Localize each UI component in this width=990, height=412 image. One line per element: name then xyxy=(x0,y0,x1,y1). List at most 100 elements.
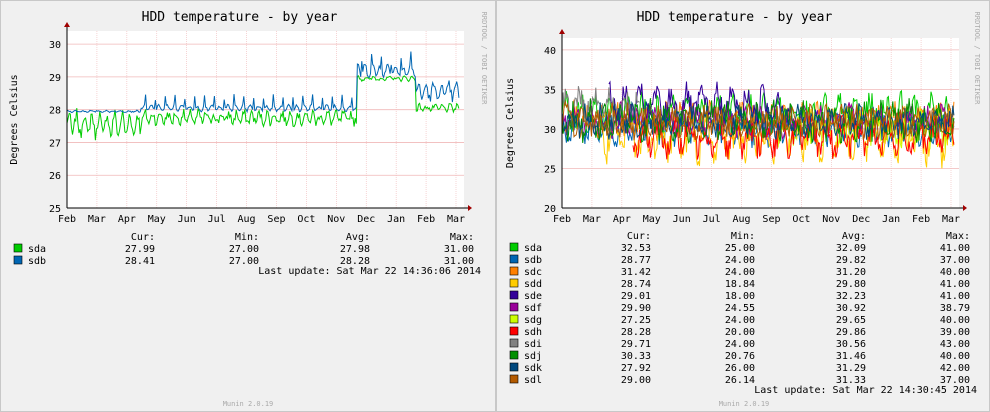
legend-swatch-sdl xyxy=(509,374,519,384)
x-tick-label: Oct xyxy=(297,214,315,225)
legend-max-value: 40.00 xyxy=(940,315,970,326)
legend-cur-value: 28.41 xyxy=(125,256,155,267)
legend-cur-value: 28.74 xyxy=(621,279,651,290)
legend-avg-value: 29.82 xyxy=(836,255,866,266)
legend-swatch-sdf xyxy=(509,302,519,312)
x-tick-label: Mar xyxy=(942,214,960,225)
y-tick-label: 40 xyxy=(544,46,556,57)
legend-max-value: 43.00 xyxy=(940,339,970,350)
legend-swatch-sda xyxy=(509,242,519,252)
x-tick-label: Apr xyxy=(118,214,136,225)
x-tick-label: May xyxy=(148,214,166,225)
legend-avg-value: 31.29 xyxy=(836,363,866,374)
legend-swatch-sdg xyxy=(509,314,519,324)
legend-header-max: Max: xyxy=(450,232,474,243)
legend-swatch-sdk xyxy=(509,362,519,372)
y-tick-label: 20 xyxy=(544,204,556,215)
y-tick-label: 30 xyxy=(544,125,556,136)
legend-avg-value: 31.46 xyxy=(836,351,866,362)
x-tick-label: Jun xyxy=(178,214,196,225)
legend-avg-value: 31.20 xyxy=(836,267,866,278)
series-line-sdl xyxy=(561,99,955,141)
legend-header-avg: Avg: xyxy=(346,232,370,243)
legend-avg-value: 29.80 xyxy=(836,279,866,290)
legend-max-value: 37.00 xyxy=(940,255,970,266)
legend-cur-value: 31.42 xyxy=(621,267,651,278)
legend-min-value: 18.84 xyxy=(725,279,755,290)
x-tick-label: Nov xyxy=(327,214,345,225)
legend-series-name: sda xyxy=(28,244,46,255)
x-tick-label: May xyxy=(643,214,661,225)
legend-max-value: 40.00 xyxy=(940,351,970,362)
legend-min-value: 27.00 xyxy=(229,244,259,255)
legend-max-value: 31.00 xyxy=(444,256,474,267)
x-tick-label: Nov xyxy=(822,214,840,225)
legend-header-min: Min: xyxy=(731,231,755,242)
x-tick-label: Apr xyxy=(613,214,631,225)
legend-max-value: 41.00 xyxy=(940,279,970,290)
legend-swatch-sdb xyxy=(13,255,23,265)
legend-max-value: 42.00 xyxy=(940,363,970,374)
chart-title: HDD temperature - by year xyxy=(142,10,338,25)
last-update: Last update: Sat Mar 22 14:36:06 2014 xyxy=(258,266,481,277)
legend-series-name: sdf xyxy=(524,303,542,314)
legend-cur-value: 29.71 xyxy=(621,339,651,350)
legend-avg-value: 31.33 xyxy=(836,375,866,386)
series-line-sdb xyxy=(66,51,460,114)
legend-series-name: sda xyxy=(524,243,542,254)
x-tick-label: Jul xyxy=(703,214,721,225)
legend-min-value: 27.00 xyxy=(229,256,259,267)
legend-cur-value: 28.77 xyxy=(621,255,651,266)
legend-series-name: sdd xyxy=(524,279,542,290)
legend-max-value: 39.00 xyxy=(940,327,970,338)
legend-cur-value: 28.28 xyxy=(621,327,651,338)
legend-max-value: 37.00 xyxy=(940,375,970,386)
legend-avg-value: 29.65 xyxy=(836,315,866,326)
legend-series-name: sdi xyxy=(524,339,542,350)
x-tick-label: Aug xyxy=(733,214,751,225)
y-tick-label: 25 xyxy=(544,164,556,175)
x-tick-label: Feb xyxy=(58,214,76,225)
y-tick-label: 30 xyxy=(49,40,61,51)
legend-swatch-sdc xyxy=(509,266,519,276)
x-tick-label: Sep xyxy=(267,214,285,225)
y-tick-label: 35 xyxy=(544,85,556,96)
legend-min-value: 20.00 xyxy=(725,327,755,338)
x-tick-label: Oct xyxy=(792,214,810,225)
series-line-sdj xyxy=(561,98,955,144)
legend-swatch-sdi xyxy=(509,338,519,348)
x-tick-label: Mar xyxy=(447,214,465,225)
x-tick-label: Jan xyxy=(882,214,900,225)
x-tick-label: Aug xyxy=(238,214,256,225)
legend-avg-value: 30.92 xyxy=(836,303,866,314)
legend-avg-value: 32.23 xyxy=(836,291,866,302)
y-axis-label: Degrees Celsius xyxy=(9,74,20,164)
legend-avg-value: 28.28 xyxy=(340,256,370,267)
legend-series-name: sdk xyxy=(524,363,542,374)
legend-cur-value: 29.90 xyxy=(621,303,651,314)
legend-swatch-sdj xyxy=(509,350,519,360)
legend-cur-value: 29.00 xyxy=(621,375,651,386)
series-line-sda xyxy=(66,75,460,141)
legend-series-name: sdh xyxy=(524,327,542,338)
legend-swatch-sde xyxy=(509,290,519,300)
legend-series-name: sdc xyxy=(524,267,542,278)
y-tick-label: 28 xyxy=(49,106,61,117)
legend-cur-value: 27.25 xyxy=(621,315,651,326)
legend-swatch-sdd xyxy=(509,278,519,288)
legend-header-avg: Avg: xyxy=(842,231,866,242)
y-tick-label: 25 xyxy=(49,204,61,215)
y-axis-arrow xyxy=(64,22,70,27)
legend-header-max: Max: xyxy=(946,231,970,242)
x-tick-label: Sep xyxy=(762,214,780,225)
x-tick-label: Feb xyxy=(912,214,930,225)
legend-cur-value: 32.53 xyxy=(621,243,651,254)
x-tick-label: Feb xyxy=(417,214,435,225)
munin-footer: Munin 2.0.19 xyxy=(223,400,274,408)
legend-swatch-sdb xyxy=(509,254,519,264)
legend-series-name: sdj xyxy=(524,351,542,362)
series-line-sdk xyxy=(561,100,955,140)
legend-min-value: 18.00 xyxy=(725,291,755,302)
legend-avg-value: 29.86 xyxy=(836,327,866,338)
